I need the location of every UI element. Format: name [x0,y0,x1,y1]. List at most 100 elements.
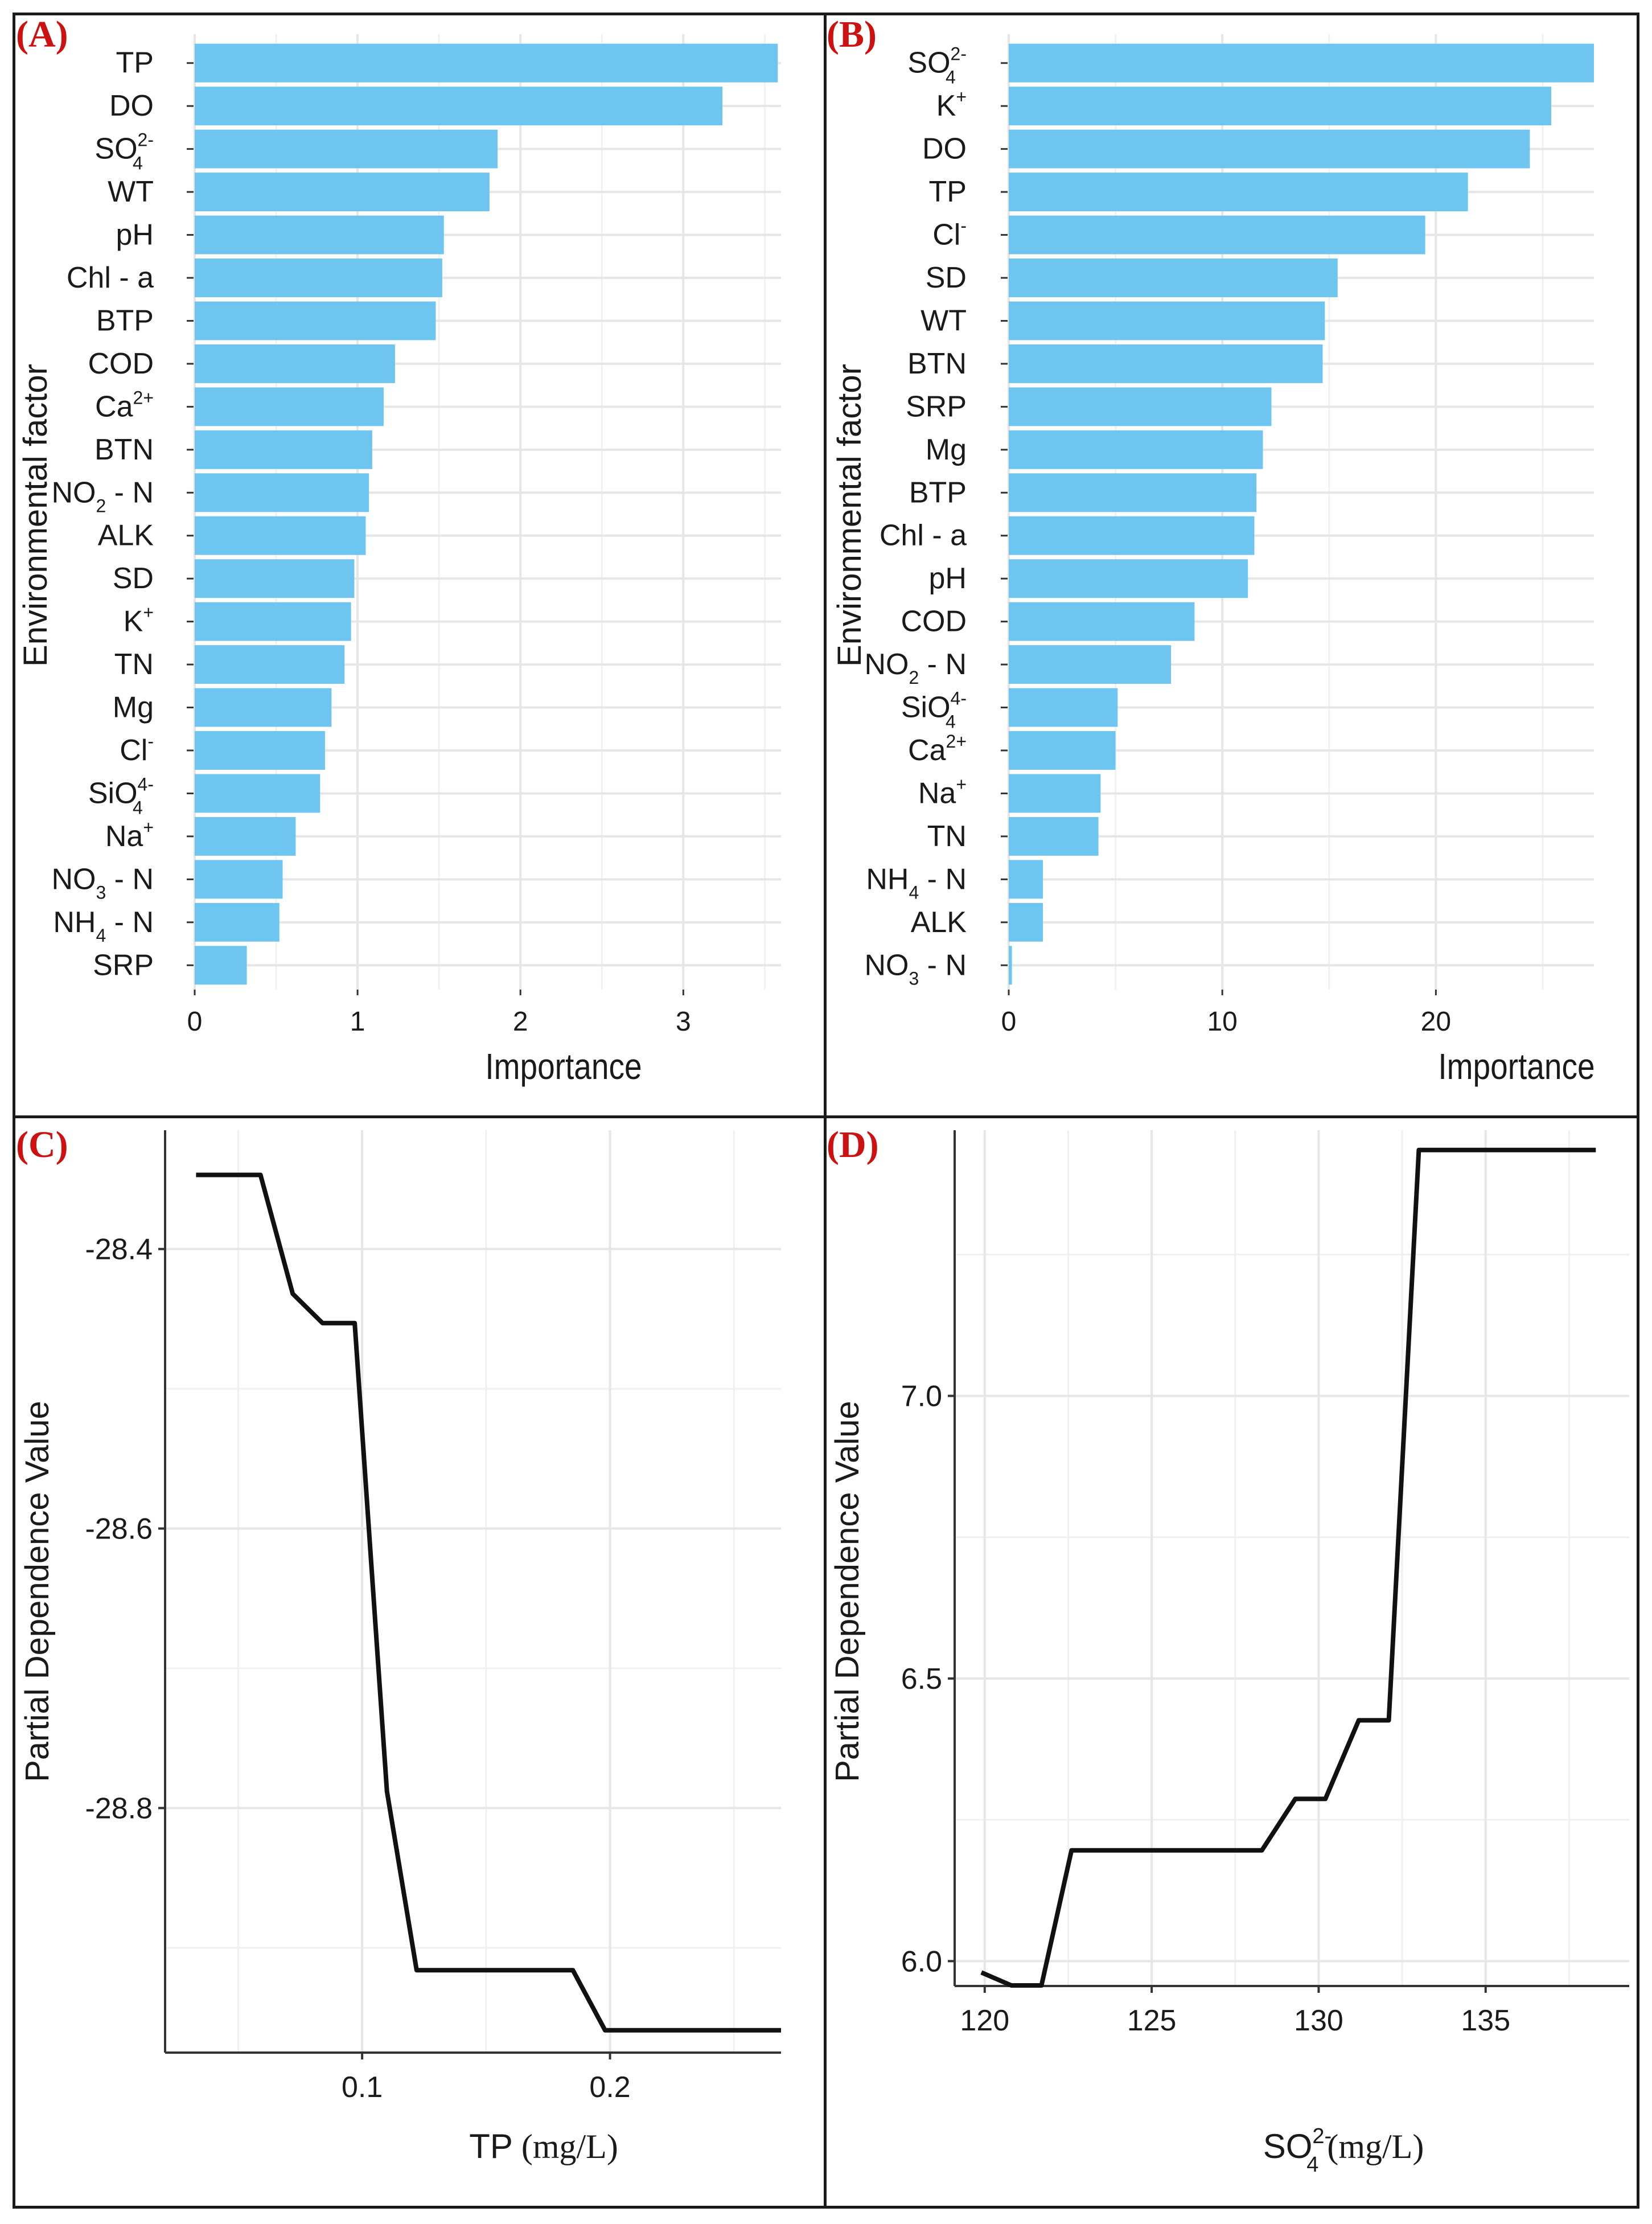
bar [1009,473,1256,512]
y-tick-label: 6.5 [901,1663,942,1696]
category-label: DO [922,133,967,166]
bar [195,173,490,211]
bar [195,302,435,340]
y-tick-label: 7.0 [901,1380,942,1413]
category-label: COD [901,605,967,638]
x-tick-label: 1 [350,1007,365,1037]
x-tick-label: 130 [1294,2004,1343,2037]
category-label: TN [927,820,967,853]
x-axis-title: TP (mg/L) [469,2127,618,2165]
category-label: ALK [98,519,154,552]
bar [195,602,351,641]
x-axis-title: Importance [485,1046,642,1087]
y-axis-title: Partial Dependence Value [19,1401,56,1782]
category-label: TP [116,47,154,80]
category-label: WT [108,175,154,208]
bar [1009,44,1594,83]
bar [1009,774,1100,813]
category-label: SD [926,261,967,294]
category-label: pH [116,219,154,252]
category-label: COD [88,347,154,380]
bar [195,731,325,770]
bar [1009,344,1323,383]
bar [1009,430,1263,469]
x-tick-label: 20 [1421,1007,1451,1037]
bar [1009,387,1271,426]
category-label: Chl - a [67,261,154,294]
bar [195,774,320,813]
category-label: BTP [909,476,967,509]
category-label: SRP [93,949,154,982]
category-label: DO [109,89,154,122]
category-label: BTN [907,347,967,380]
category-label: WT [920,304,967,337]
panel-label: (D) [827,1124,879,1166]
bar [1009,258,1338,297]
bar [195,516,365,555]
category-label: ALK [911,906,967,939]
bar [195,258,442,297]
bar [1009,688,1117,727]
bar [195,946,247,984]
x-tick-label: 120 [960,2004,1009,2037]
bar [1009,731,1116,770]
bar [195,430,372,469]
bar [1009,516,1254,555]
bar [195,344,395,383]
bar [195,903,280,942]
bar [1009,946,1012,984]
y-tick-label: -28.6 [85,1513,153,1546]
bar [195,473,369,512]
y-axis-title: Environmental factor [17,364,54,667]
bar [195,130,498,169]
category-label: TP [929,175,967,208]
bar [195,688,331,727]
category-label: TN [114,648,154,681]
bar [1009,602,1194,641]
category-label: SRP [906,390,967,423]
bar [195,645,344,684]
bar [195,44,778,83]
bar [1009,302,1325,340]
panel-label: (A) [16,14,68,55]
bar [195,387,384,426]
panel-label: (C) [16,1124,68,1166]
bar [1009,130,1530,169]
category-label: Mg [926,433,967,466]
x-tick-label: 0.2 [589,2071,630,2104]
bar [195,87,722,125]
bar [1009,645,1171,684]
bar [195,860,283,898]
x-tick-label: 125 [1127,2004,1177,2037]
category-label: BTP [96,304,154,337]
bar [195,559,354,598]
bar [1009,817,1099,856]
category-label: Chl - a [880,519,967,552]
x-tick-label: 0.1 [342,2071,383,2104]
category-label: pH [929,562,967,595]
x-axis-title: Importance [1438,1046,1595,1087]
x-tick-label: 0 [187,1007,203,1037]
x-tick-label: 0 [1001,1007,1017,1037]
y-axis-title: Partial Dependence Value [829,1401,866,1782]
bar [1009,559,1248,598]
x-tick-label: 135 [1461,2004,1510,2037]
bar [195,216,444,255]
bar [1009,903,1043,942]
category-label: SD [113,562,154,595]
y-tick-label: -28.4 [85,1233,153,1266]
bar [1009,173,1468,211]
bar [1009,87,1551,125]
bar [1009,860,1043,898]
category-label: BTN [94,433,154,466]
y-axis-title: Environmental factor [831,364,868,667]
x-tick-label: 10 [1207,1007,1237,1037]
x-tick-label: 2 [513,1007,528,1037]
x-tick-label: 3 [676,1007,691,1037]
bar [1009,216,1425,255]
y-tick-label: 6.0 [901,1945,942,1978]
category-label: Mg [113,691,154,724]
panel-label: (B) [827,14,877,55]
